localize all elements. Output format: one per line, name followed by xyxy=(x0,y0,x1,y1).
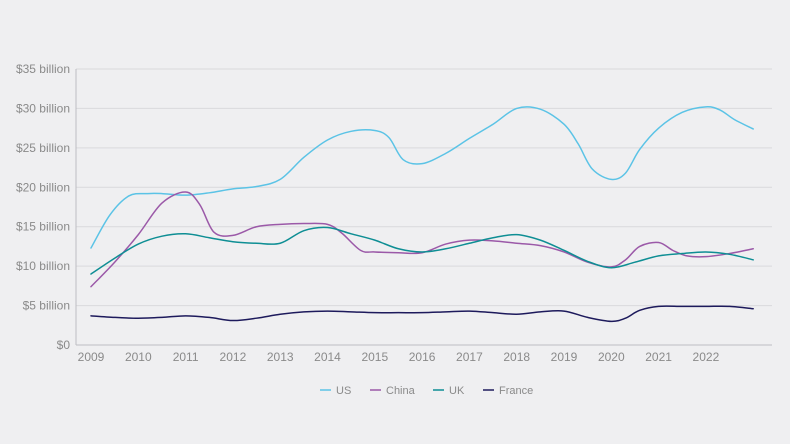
legend-label-china: China xyxy=(386,385,416,397)
legend-label-france: France xyxy=(499,385,533,397)
x-tick-label: 2021 xyxy=(645,350,672,364)
y-tick-label: $10 billion xyxy=(16,259,70,273)
series-line-uk xyxy=(90,226,754,275)
x-tick-label: 2017 xyxy=(456,350,483,364)
x-tick-label: 2018 xyxy=(503,350,530,364)
x-tick-label: 2009 xyxy=(78,350,105,364)
y-tick-label: $0 xyxy=(57,338,71,352)
y-tick-label: $30 billion xyxy=(16,101,70,115)
y-tick-label: $15 billion xyxy=(16,220,70,234)
y-tick-label: $5 billion xyxy=(23,299,70,313)
x-tick-label: 2012 xyxy=(220,350,247,364)
legend-label-us: US xyxy=(336,385,351,397)
y-axis: $0 $5 billion $10 billion $15 billion $20 bi… xyxy=(16,62,77,352)
series-lines xyxy=(90,106,754,323)
y-tick-label: $35 billion xyxy=(16,62,70,76)
x-tick-label: 2016 xyxy=(409,350,436,364)
x-tick-label: 2015 xyxy=(361,350,388,364)
x-tick-label: 2020 xyxy=(598,350,625,364)
y-tick-label: $20 billion xyxy=(16,180,70,194)
grid-lines xyxy=(76,68,772,307)
x-axis: 2009 2010 2011 2012 2013 2014 2015 2016 2017 2018… xyxy=(76,344,772,364)
x-tick-label: 2013 xyxy=(267,350,294,364)
y-tick-label: $25 billion xyxy=(16,141,70,155)
legend: US China UK France xyxy=(320,385,533,397)
x-tick-label: 2011 xyxy=(173,350,199,364)
series-line-china xyxy=(90,191,754,288)
x-tick-label: 2014 xyxy=(314,350,341,364)
x-tick-label: 2010 xyxy=(125,350,152,364)
x-tick-label: 2022 xyxy=(693,350,720,364)
x-tick-label: 2019 xyxy=(551,350,578,364)
series-line-france xyxy=(90,305,754,323)
legend-label-uk: UK xyxy=(449,385,465,397)
series-line-us xyxy=(90,106,754,249)
